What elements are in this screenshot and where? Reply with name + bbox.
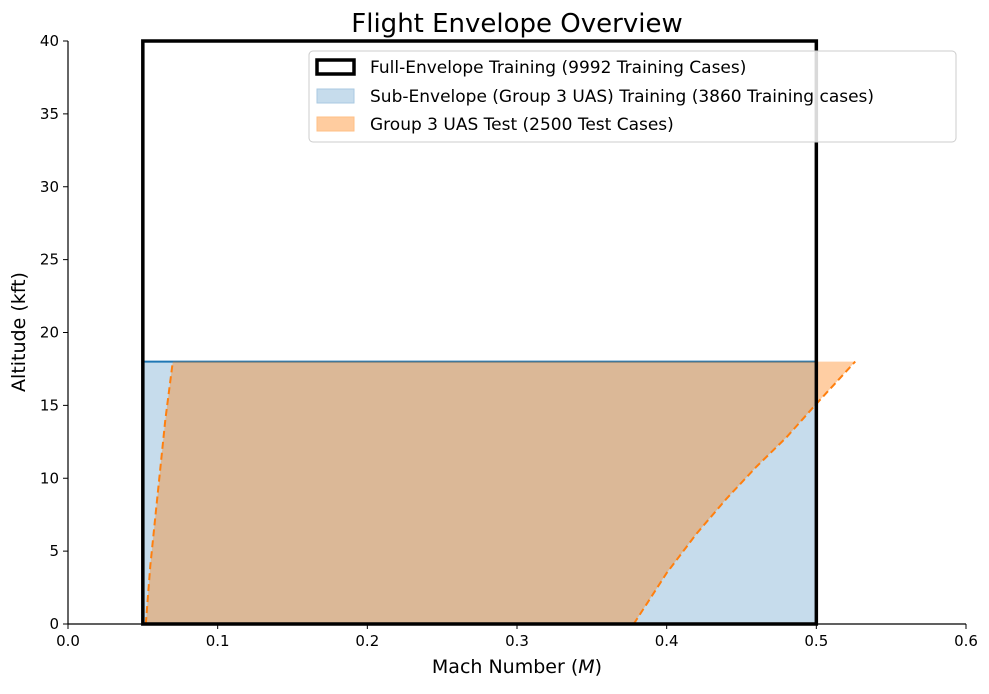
x-axis-label-tail: ): [595, 656, 602, 678]
plot-area: [141, 39, 856, 626]
y-tick-label: 30: [40, 178, 59, 196]
legend-label: Full-Envelope Training (9992 Training Ca…: [370, 58, 746, 78]
y-tick-label: 10: [40, 469, 59, 487]
y-tick-label: 5: [49, 542, 59, 560]
y-tick-label: 15: [40, 396, 59, 414]
test-region: [145, 361, 856, 624]
x-axis-label-text: Mach Number (: [432, 656, 578, 678]
y-tick-label: 25: [40, 251, 59, 269]
legend-swatch-sub-envelope: [316, 88, 355, 104]
y-tick-label: 35: [40, 105, 59, 123]
x-tick-label: 0.6: [954, 632, 978, 650]
legend-label: Sub-Envelope (Group 3 UAS) Training (386…: [370, 87, 874, 107]
legend: Full-Envelope Training (9992 Training Ca…: [308, 50, 957, 143]
x-tick-label: 0.4: [655, 632, 679, 650]
y-tick-label: 40: [40, 32, 59, 50]
axes: [63, 40, 967, 629]
y-tick-label: 0: [49, 615, 59, 633]
y-tick-label: 20: [40, 324, 59, 342]
legend-box: [308, 50, 957, 143]
x-tick-label: 0.1: [206, 632, 230, 650]
legend-swatch-full-envelope: [315, 58, 356, 76]
chart-title: Flight Envelope Overview: [351, 9, 682, 39]
x-axis-label: Mach Number (M): [432, 656, 602, 678]
x-tick-label: 0.0: [56, 632, 80, 650]
x-tick-label: 0.5: [804, 632, 828, 650]
x-tick-label: 0.2: [355, 632, 379, 650]
tick-labels: 0.0 0.1 0.2 0.3 0.4 0.5 0.6 0 5 10 15 20 25 30 35 40: [40, 32, 978, 650]
test-right-boundary: [632, 360, 856, 625]
legend-label: Group 3 UAS Test (2500 Test Cases): [370, 115, 674, 135]
x-tick-label: 0.3: [505, 632, 529, 650]
x-axis-label-symbol: M: [578, 656, 594, 678]
legend-swatch-test: [316, 116, 355, 132]
test-left-boundary: [144, 361, 174, 625]
sub-envelope-region: [142, 361, 817, 624]
y-axis-label: Altitude (kft): [8, 272, 30, 392]
